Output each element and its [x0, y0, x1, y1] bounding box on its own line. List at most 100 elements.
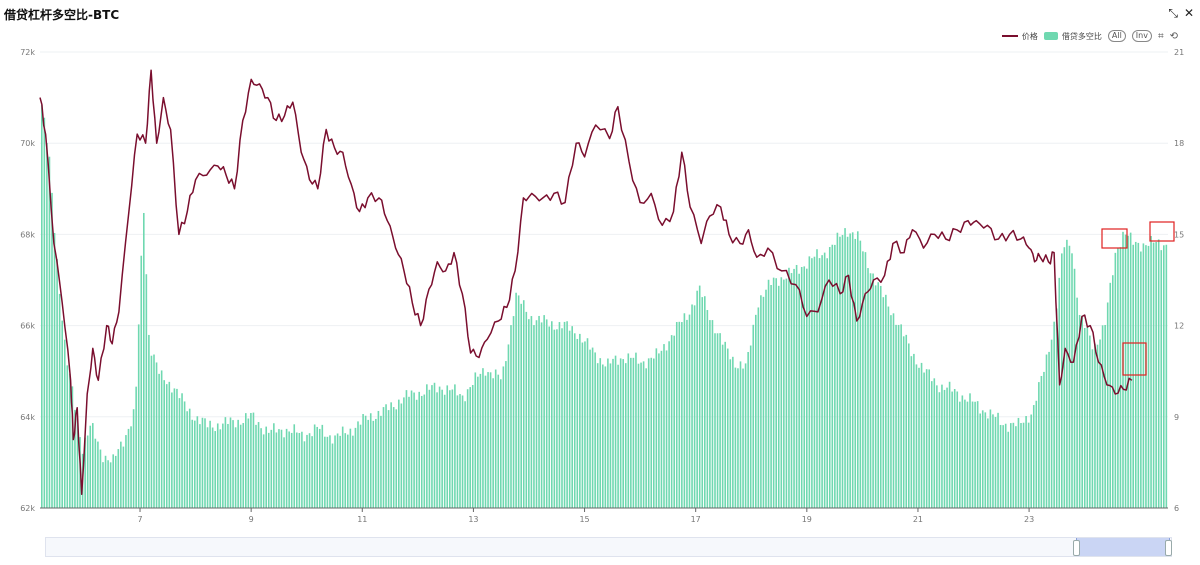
ratio-bar — [247, 418, 250, 508]
zoom-area-icon[interactable]: ⌗ — [1157, 30, 1164, 42]
ratio-bar — [966, 401, 969, 508]
ratio-bar — [158, 373, 160, 508]
inverse-button[interactable]: Inv — [1131, 30, 1152, 42]
x-tick-label: 19 — [802, 515, 812, 524]
ratio-bar — [1025, 416, 1027, 508]
ratio-bar — [114, 455, 117, 508]
price-line — [39, 69, 1133, 496]
ratio-bar — [798, 273, 800, 508]
ratio-bar — [943, 389, 946, 508]
ratio-bar — [204, 418, 206, 508]
ratio-bar — [913, 353, 915, 508]
ratio-bar — [528, 319, 530, 508]
ratio-bar — [464, 401, 466, 508]
zoom-reset-icon[interactable]: ⟲ — [1169, 30, 1178, 42]
expand-icon[interactable]: ⤡ — [1168, 6, 1178, 20]
ratio-bar — [454, 384, 456, 508]
ratio-bar — [255, 424, 257, 508]
ratio-bar — [270, 429, 273, 508]
ratio-bar — [326, 436, 329, 508]
ratio-bar — [1068, 245, 1071, 508]
ratio-bar — [484, 375, 487, 508]
zoom-slider[interactable] — [45, 537, 1172, 557]
ratio-bar — [477, 376, 479, 508]
ratio-bar — [879, 285, 882, 508]
ratio-bar — [250, 412, 252, 508]
ratio-bar — [589, 349, 591, 508]
ratio-bar — [828, 247, 831, 509]
ratio-bar — [76, 418, 79, 508]
ratio-bar — [466, 389, 469, 508]
ratio-bar — [461, 395, 464, 508]
ratio-bar — [793, 268, 795, 508]
ratio-bar — [688, 314, 691, 508]
ratio-bar — [275, 432, 278, 508]
ratio-bar — [512, 316, 515, 508]
ratio-bar — [372, 420, 375, 508]
ratio-bar — [278, 429, 280, 508]
ratio-bar — [239, 424, 242, 508]
slider-handle-left[interactable] — [1073, 540, 1080, 556]
ratio-bar — [558, 322, 561, 508]
ratio-bar — [48, 156, 51, 508]
ratio-bar — [1155, 241, 1157, 509]
ratio-bar — [632, 357, 635, 508]
ratio-bar — [650, 357, 653, 508]
ratio-bar — [1152, 242, 1155, 508]
legend-item-ratio[interactable]: 借贷多空比 — [1043, 31, 1102, 42]
ratio-bar — [479, 373, 482, 508]
ratio-bar — [1127, 235, 1129, 509]
highlight-box — [1122, 342, 1147, 376]
ratio-bar — [581, 342, 584, 508]
ratio-bar — [726, 348, 729, 508]
ratio-bar — [1124, 234, 1127, 508]
ratio-bar — [890, 315, 892, 508]
ratio-bar — [1020, 423, 1022, 508]
legend: 价格 借贷多空比 All Inv ⌗ ⟲ — [1001, 30, 1178, 42]
ratio-bar — [410, 390, 413, 508]
ratio-bar — [153, 354, 155, 508]
ratio-bar — [51, 192, 53, 508]
ratio-bar — [706, 310, 709, 508]
close-icon[interactable]: ✕ — [1183, 6, 1194, 20]
ratio-bar — [415, 399, 418, 508]
ratio-bar — [456, 395, 459, 508]
ratio-bar — [668, 341, 670, 508]
ratio-bar — [1012, 422, 1015, 508]
ratio-bar — [127, 428, 130, 508]
ratio-bar — [971, 401, 974, 508]
y-right-tick-label: 15 — [1174, 230, 1184, 239]
ratio-bar — [214, 431, 216, 508]
x-tick-label: 17 — [691, 515, 701, 524]
ratio-bar — [953, 389, 956, 508]
ratio-bar — [71, 386, 74, 508]
ratio-bar — [150, 355, 153, 508]
ratio-bar — [1027, 422, 1030, 508]
ratio-bar — [859, 240, 862, 508]
ratio-bar — [367, 419, 369, 508]
ratio-bar — [181, 393, 183, 508]
all-button[interactable]: All — [1107, 30, 1126, 42]
ratio-bar — [489, 372, 492, 508]
ratio-bar — [857, 231, 859, 508]
ratio-bar — [362, 414, 364, 508]
ratio-bar — [520, 303, 522, 508]
slider-handle-right[interactable] — [1165, 540, 1172, 556]
ratio-bar — [823, 252, 826, 508]
slider-window[interactable] — [1076, 538, 1170, 556]
ratio-bar — [1038, 382, 1040, 508]
ratio-bar — [602, 364, 604, 508]
ratio-bar — [160, 370, 163, 508]
ratio-bar — [171, 392, 173, 508]
highlight-box — [1101, 228, 1128, 249]
chart-title: 借贷杠杆多空比-BTC — [4, 8, 120, 22]
ratio-bar — [647, 358, 650, 508]
ratio-bar — [956, 391, 959, 508]
ratio-bar — [163, 380, 165, 508]
ratio-bar — [132, 409, 135, 508]
ratio-bar — [1004, 423, 1007, 508]
ratio-bar — [252, 412, 255, 508]
legend-item-price[interactable]: 价格 — [1001, 31, 1038, 42]
ratio-bar — [872, 273, 874, 508]
